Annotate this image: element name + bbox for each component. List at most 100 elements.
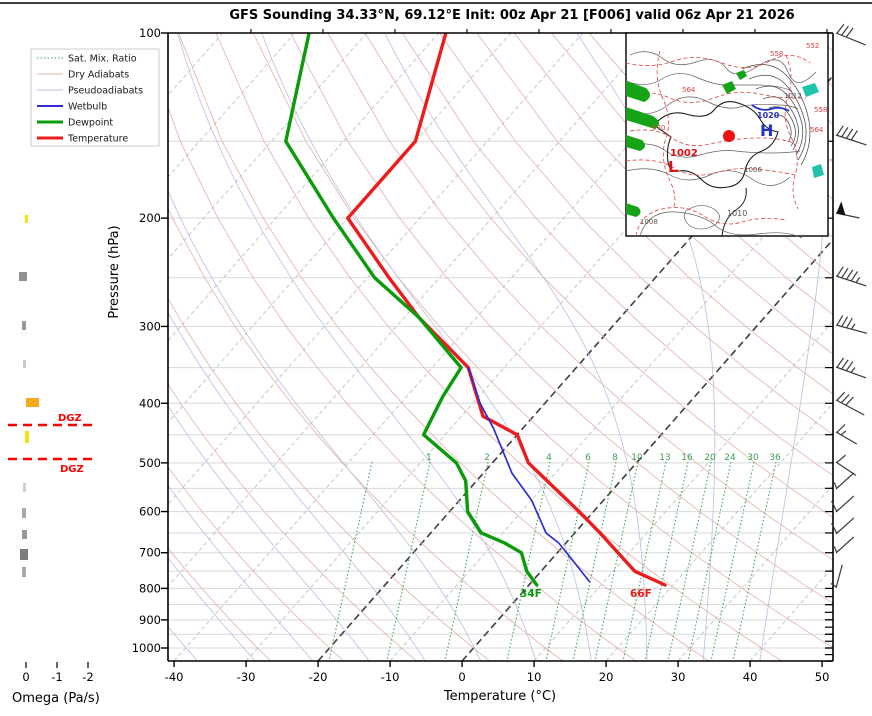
map-label: 1008: [640, 218, 658, 226]
wind-barb: [835, 424, 858, 445]
barb-staff: [835, 564, 843, 589]
pressure-tick-label: 200: [139, 211, 161, 225]
wind-barb: [835, 357, 867, 379]
barb-full-tick: [840, 394, 850, 404]
barb-half-tick: [850, 323, 856, 330]
mixing-ratio-label: 2: [484, 453, 490, 463]
wind-barb: [833, 472, 855, 490]
wind-barb: [830, 564, 843, 589]
pseudoadiabat: [168, 484, 313, 661]
mixing-ratio-line: [732, 461, 777, 661]
dry-adiabat: [178, 33, 709, 661]
map-precip-green: [626, 70, 747, 217]
pseudoadiabat-lines: [168, 33, 829, 661]
omega-tick-label: -1: [51, 670, 62, 684]
barb-full-tick: [836, 23, 845, 34]
map-precip-teal: [802, 83, 824, 178]
mixing-ratio-label: 36: [769, 453, 781, 463]
mixing-ratio-line: [545, 461, 590, 661]
barb-full-tick: [836, 357, 845, 368]
barb-full-tick: [850, 271, 858, 282]
dry-adiabat: [439, 33, 833, 436]
mixing-ratio-label: 6: [585, 453, 591, 463]
barb-staff: [835, 431, 858, 445]
dry-adiabat: [402, 33, 833, 477]
x-axis-title: Temperature (°C): [443, 689, 556, 704]
pseudoadiabat: [576, 33, 716, 661]
map-label: 564: [682, 86, 696, 94]
chart-title: GFS Sounding 34.33°N, 69.12°E Init: 00z …: [229, 8, 794, 23]
wind-barb: [835, 391, 865, 416]
y-axis-title: Pressure (hPa): [107, 225, 122, 318]
dry-adiabat: [364, 33, 833, 518]
dry-adiabat: [168, 383, 417, 661]
temperature-curve: [346, 33, 667, 587]
dry-adiabat: [215, 33, 782, 661]
map-label: 558: [814, 106, 827, 114]
wind-barb: [835, 125, 867, 146]
wetbulb-curve: [467, 366, 591, 583]
pressure-tick-label: 400: [139, 396, 161, 410]
barb-staff: [835, 517, 855, 535]
pressure-tick-label: 100: [139, 26, 161, 40]
mixing-ratio-line: [644, 461, 689, 661]
omega-marker: [22, 508, 26, 518]
barb-staff: [835, 461, 857, 476]
omega-marker: [22, 321, 26, 330]
map-label: 1020: [757, 111, 780, 120]
mixing-ratio-line: [594, 461, 639, 661]
dry-adiabat: [252, 33, 833, 649]
mixing-ratio-line: [622, 461, 667, 661]
pseudoadiabat: [261, 33, 592, 661]
barb-half-tick: [840, 430, 847, 436]
barb-half-tick: [830, 583, 837, 588]
dry-adiabat: [168, 297, 490, 661]
temperature-tick-label: -30: [237, 670, 256, 684]
mixing-ratio-label: 24: [724, 453, 736, 463]
barb-full-tick: [845, 361, 854, 372]
wind-barb: [835, 23, 866, 46]
mixing-ratio-label: 20: [704, 453, 716, 463]
omega-panel: DGZ DGZ Omega (Pa/s) 0 -1 -2: [8, 215, 100, 706]
map-label: H: [760, 121, 773, 140]
barb-full-tick: [836, 391, 846, 401]
map-thickness-contours-red: [625, 50, 811, 237]
pressure-tick-label: 300: [139, 319, 161, 333]
dry-adiabat: [168, 207, 563, 661]
sounding-location-dot: [723, 130, 735, 142]
mixing-ratio-label: 8: [612, 453, 618, 463]
barb-full-tick: [841, 359, 849, 370]
temperature-tick-label: 30: [671, 670, 686, 684]
legend-label: Wetbulb: [68, 102, 107, 113]
legend: Sat. Mix. Ratio Dry Adiabats Pseudoadiabat…: [30, 48, 160, 147]
omega-marker: [20, 549, 28, 560]
barb-full-tick: [836, 125, 844, 136]
wind-barb-column: [830, 23, 868, 589]
temperature-tick-label: 50: [815, 670, 830, 684]
pressure-tick-label: 700: [139, 546, 161, 560]
pseudoadiabat: [168, 190, 482, 661]
dewpoint-curve: [284, 33, 539, 587]
mixing-ratio-line: [386, 461, 431, 661]
temperature-tick-label: 40: [743, 670, 758, 684]
omega-axis-title: Omega (Pa/s): [12, 691, 100, 706]
dgz-label-upper: DGZ: [58, 413, 82, 424]
temperature-tick-label: 10: [527, 670, 542, 684]
map-label: 1012: [784, 92, 802, 100]
mixing-ratio-label: 13: [659, 453, 670, 463]
sounding-curves: [284, 33, 667, 587]
barb-half-tick: [850, 367, 856, 373]
map-high-annotation-scribble: [751, 104, 790, 112]
pseudoadiabat: [759, 33, 829, 661]
map-coast-line: [721, 187, 747, 237]
legend-label: Pseudoadiabats: [68, 86, 143, 97]
omega-marker: [22, 567, 26, 577]
map-label: 1010: [727, 209, 747, 218]
map-label: 570: [652, 124, 665, 132]
pressure-tick-label: 800: [139, 581, 161, 595]
barb-full-tick: [841, 126, 849, 138]
barb-full-tick: [845, 128, 854, 139]
